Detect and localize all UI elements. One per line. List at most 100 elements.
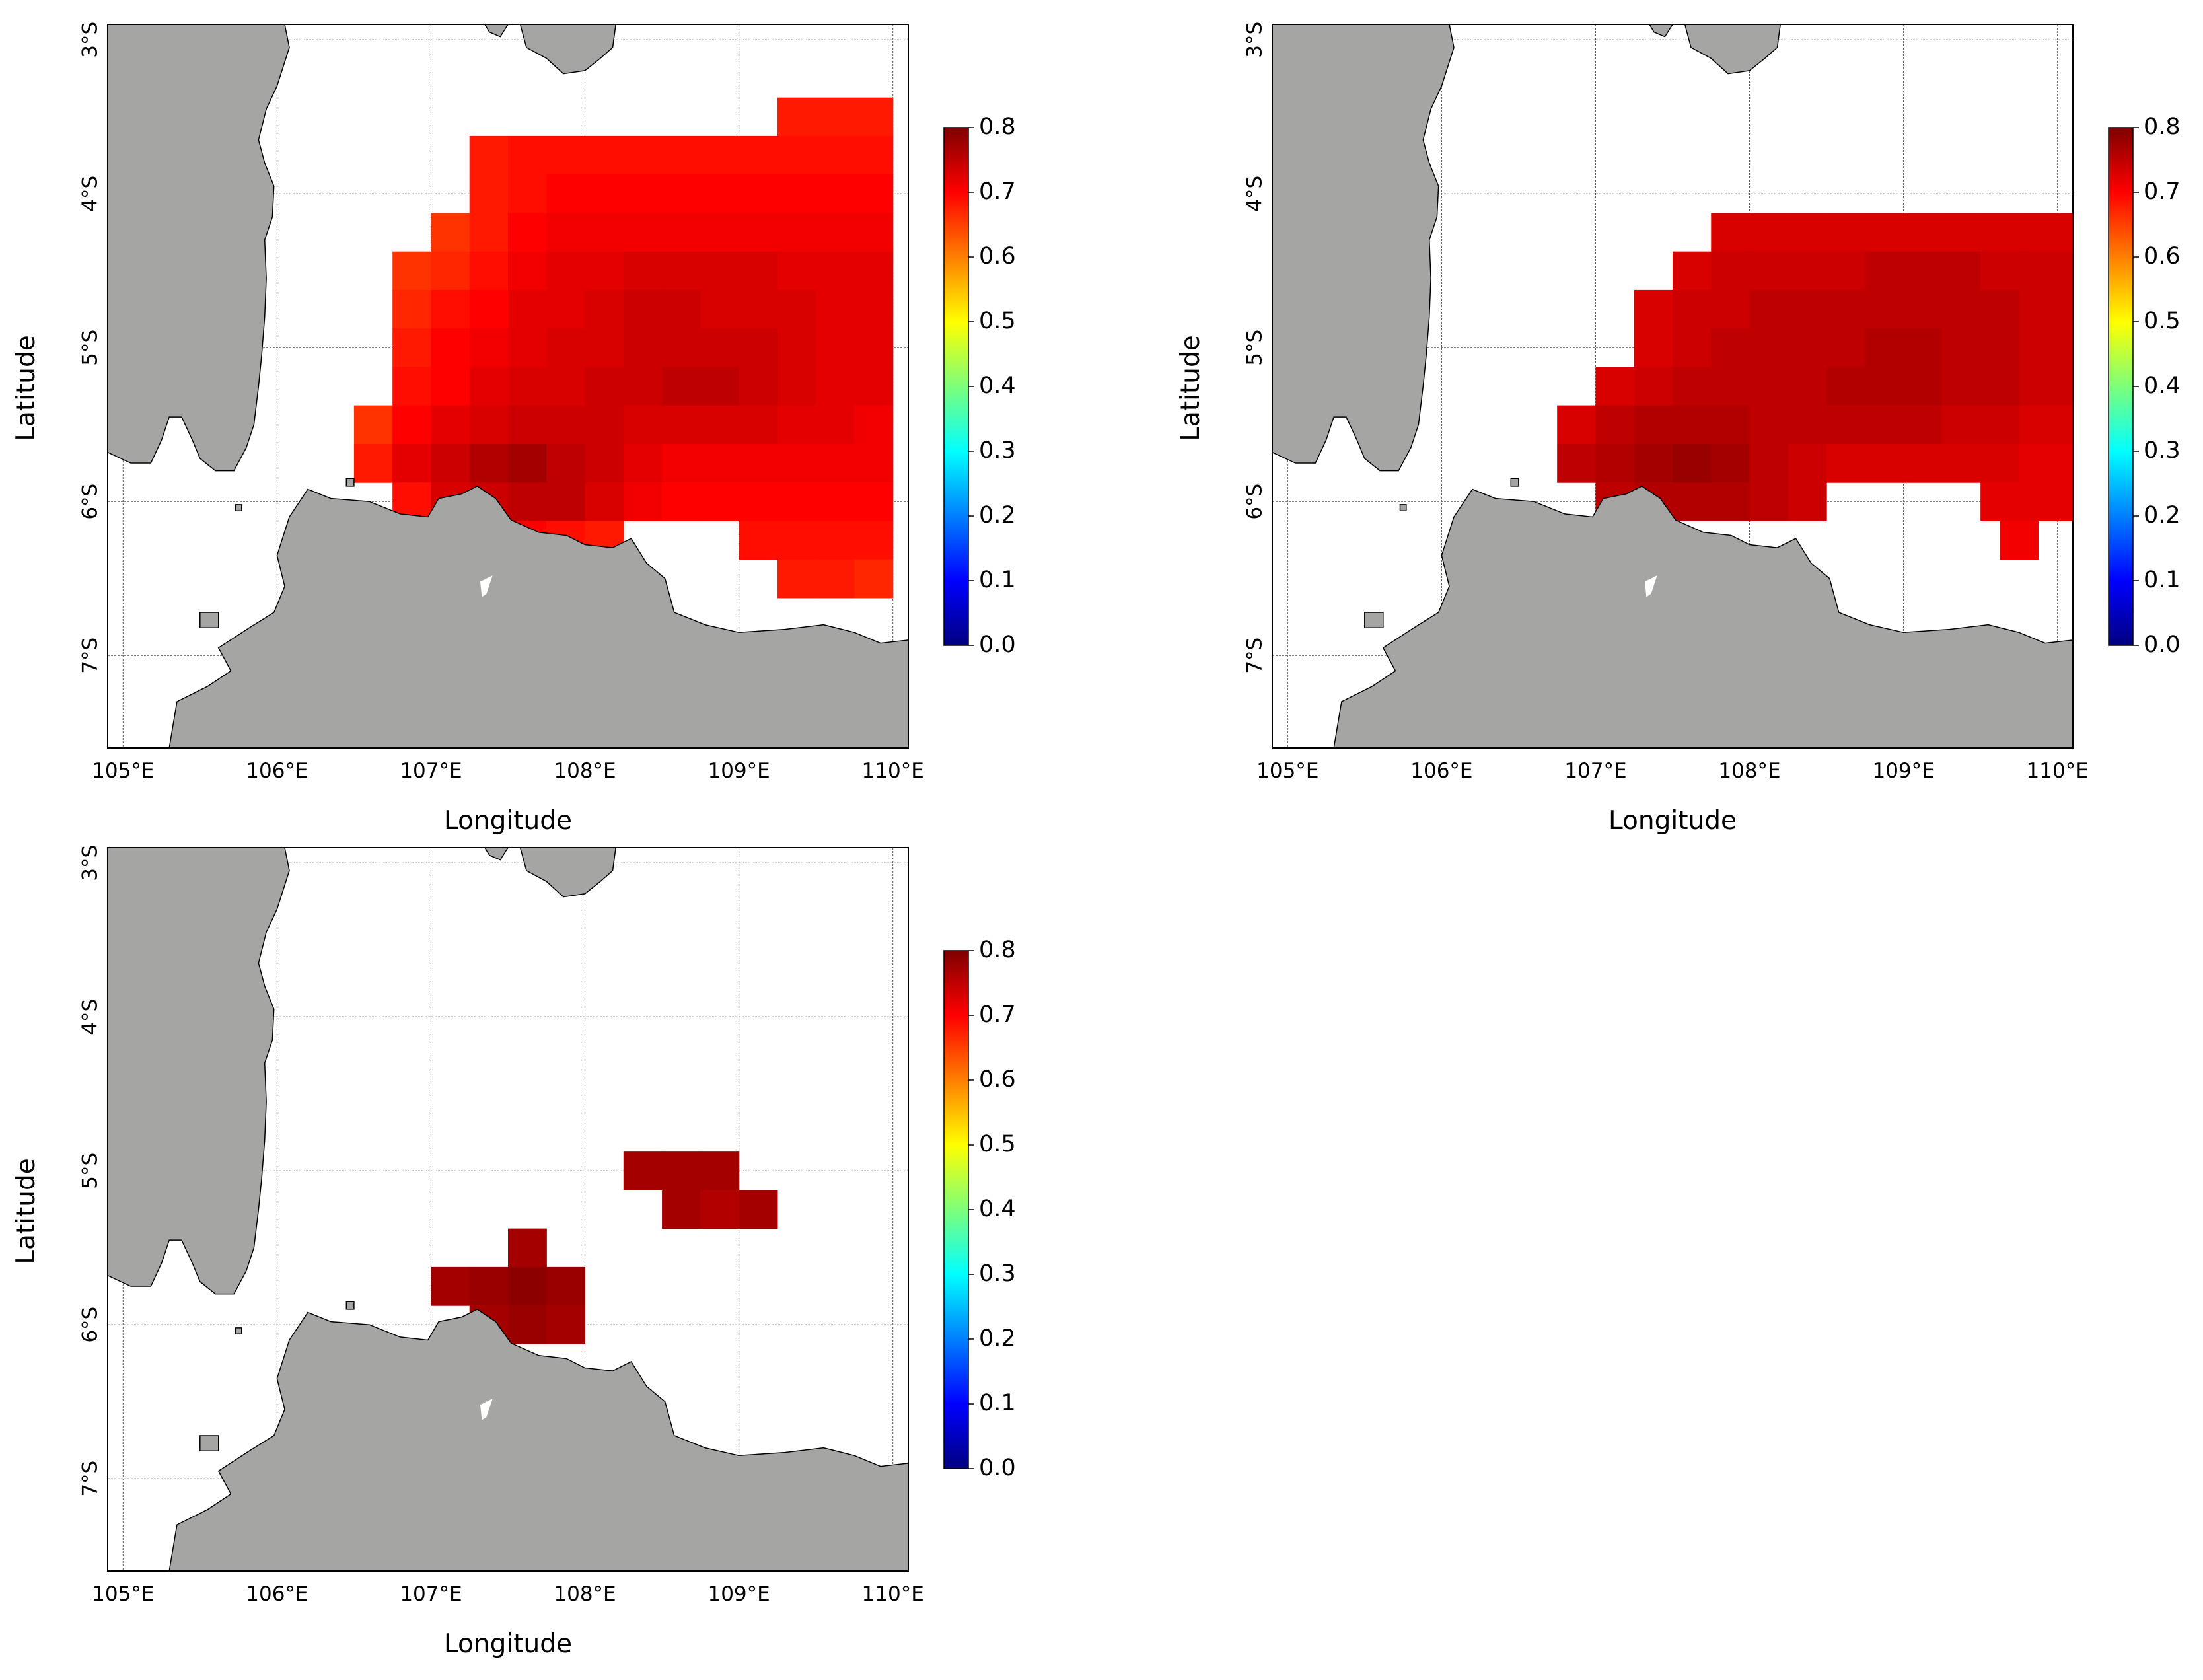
heatmap-cell <box>623 367 663 406</box>
heatmap-cell <box>777 367 816 406</box>
heatmap-cell <box>1749 482 1789 521</box>
heatmap-cell <box>700 213 740 252</box>
heatmap-cell <box>1557 443 1597 483</box>
heatmap-cell <box>700 135 740 175</box>
heatmap-cell <box>1980 289 2020 329</box>
heatmap-cell <box>739 482 778 521</box>
heatmap-cell <box>2019 213 2058 252</box>
heatmap-cell <box>1634 405 1673 445</box>
heatmap-cell <box>1673 367 1712 406</box>
heatmap-cell <box>623 405 663 445</box>
map-panel-1: 105°E 106°E 107°E 108°E 109°E 110°E 3°S 4°S 5°S 6… <box>0 0 1101 836</box>
heatmap-cell <box>546 251 586 291</box>
heatmap-cell <box>1865 251 1904 291</box>
heatmap-cell <box>1980 405 2020 445</box>
heatmap-cell <box>816 135 855 175</box>
y-axis-label: Latitude <box>11 335 41 441</box>
heatmap-cell <box>662 251 701 291</box>
heatmap-cell <box>1903 213 1943 252</box>
heatmap-cell <box>353 443 393 483</box>
heatmap-cell <box>700 443 740 483</box>
heatmap-cell <box>662 482 701 521</box>
land-java <box>1333 486 2073 748</box>
colorbar <box>2108 127 2134 646</box>
x-tick-label: 109°E <box>707 1582 770 1606</box>
heatmap-cell <box>392 405 432 445</box>
heatmap-cell <box>662 174 701 213</box>
heatmap-cell <box>2057 328 2073 367</box>
heatmap-cell <box>623 328 663 367</box>
heatmap-cell <box>1595 405 1635 445</box>
colorbar <box>943 127 969 646</box>
y-tick-label: 3°S <box>79 22 102 58</box>
heatmap-cell <box>2019 367 2058 406</box>
heatmap-cell <box>585 328 624 367</box>
y-axis-label: Latitude <box>11 1158 41 1264</box>
colorbar-tick-label: 0.8 <box>2144 114 2181 140</box>
heatmap-cell <box>1826 405 1865 445</box>
heatmap-cell <box>1749 251 1789 291</box>
heatmap-cell <box>1711 367 1751 406</box>
y-tick-label: 7°S <box>79 638 102 674</box>
heatmap-cell <box>469 443 509 483</box>
heatmap-cell <box>508 213 547 252</box>
heatmap-cell <box>854 97 894 137</box>
heatmap-cell <box>1941 443 1981 483</box>
y-tick-label: 7°S <box>79 1461 102 1497</box>
heatmap-cell <box>1826 289 1865 329</box>
heatmap-cell <box>1865 289 1904 329</box>
heatmap-cell <box>700 251 740 291</box>
heatmap-cell <box>1941 251 1981 291</box>
heatmap-cell <box>2019 405 2058 445</box>
heatmap-cell <box>662 443 701 483</box>
colorbar-tick-label: 0.2 <box>2144 502 2181 529</box>
x-axis-label: Longitude <box>444 1629 572 1659</box>
heatmap-cell <box>1788 328 1827 367</box>
heatmap-cell <box>1634 367 1673 406</box>
colorbar <box>943 950 969 1469</box>
heatmap-cell <box>508 482 547 521</box>
heatmap-cell <box>1865 405 1904 445</box>
heatmap-cell <box>816 251 855 291</box>
land-islet2 <box>345 478 355 487</box>
heatmap-cell <box>1941 328 1981 367</box>
heatmap-cell <box>623 443 663 483</box>
heatmap-cell <box>431 251 470 291</box>
heatmap-cell <box>777 97 816 137</box>
heatmap-cell <box>816 482 855 521</box>
heatmap-cell <box>777 521 816 560</box>
heatmap-cell <box>816 559 855 599</box>
colorbar-tick-label: 0.1 <box>2144 567 2181 593</box>
heatmap-cell <box>1903 251 1943 291</box>
heatmap-cell <box>1980 443 2020 483</box>
heatmap-cell <box>1749 213 1789 252</box>
heatmap-cell <box>700 482 740 521</box>
heatmap-cell <box>700 405 740 445</box>
heatmap-cell <box>1673 251 1712 291</box>
heatmap-cell <box>623 135 663 175</box>
colorbar-tick-label: 0.8 <box>979 114 1016 140</box>
heatmap-cell <box>1903 405 1943 445</box>
heatmap-cell <box>1865 367 1904 406</box>
heatmap-cell <box>1595 443 1635 483</box>
land-bangka <box>1684 24 1781 75</box>
heatmap-cell <box>469 289 509 329</box>
heatmap-cell <box>1673 405 1712 445</box>
heatmap-cell <box>739 289 778 329</box>
heatmap-cell <box>1711 443 1751 483</box>
heatmap-cell <box>585 367 624 406</box>
land-islet2 <box>1510 478 1519 487</box>
heatmap-cell <box>777 405 816 445</box>
land-islet3 <box>1399 504 1407 511</box>
heatmap-cell <box>546 135 586 175</box>
y-tick-label: 7°S <box>1243 638 1267 674</box>
heatmap-cell <box>662 405 701 445</box>
heatmap-cell <box>585 405 624 445</box>
heatmap-cell <box>2057 213 2073 252</box>
heatmap-cell <box>2000 521 2039 560</box>
heatmap-cell <box>1865 443 1904 483</box>
heatmap-cell <box>777 135 816 175</box>
y-tick-label: 6°S <box>1243 484 1267 520</box>
y-tick-label: 6°S <box>79 484 102 520</box>
heatmap-cell <box>662 213 701 252</box>
